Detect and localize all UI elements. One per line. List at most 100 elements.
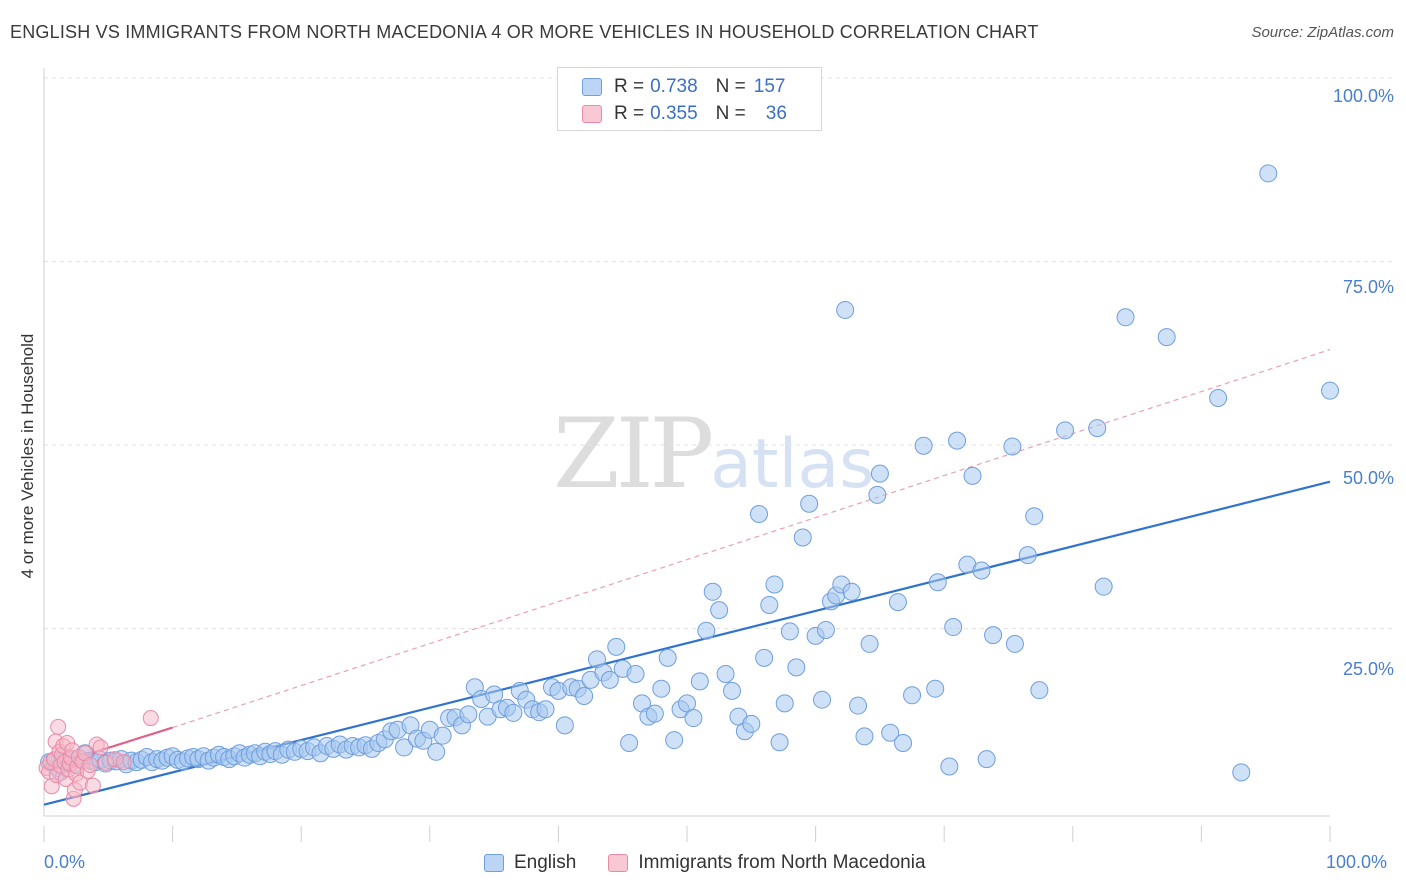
english-point (427, 742, 446, 761)
macedonia-r-value: 0.355 (650, 103, 698, 124)
english-point (842, 582, 861, 601)
english-points (40, 164, 1339, 782)
english-point (928, 573, 947, 592)
macedonia-point (92, 739, 109, 756)
english-point (395, 738, 414, 757)
trend-lines (43, 349, 1331, 806)
english-point (881, 723, 900, 742)
english-point (836, 300, 855, 319)
legend-item-english: English (484, 852, 576, 874)
macedonia-r-label: R = (614, 103, 645, 124)
english-point (710, 601, 729, 620)
english-point (750, 504, 769, 523)
english-point (860, 634, 879, 653)
english-point (684, 709, 703, 728)
english-point (665, 731, 684, 750)
english-point (816, 620, 835, 639)
legend-macedonia-swatch (608, 854, 629, 872)
chart-title: ENGLISH VS IMMIGRANTS FROM NORTH MACEDON… (10, 22, 1039, 42)
english-point (742, 714, 761, 733)
english-point (849, 696, 868, 715)
english-swatch (582, 78, 602, 96)
english-point (870, 464, 889, 483)
english-point (948, 431, 967, 450)
english-point (800, 494, 819, 513)
english-point (855, 727, 874, 746)
english-r-value: 0.738 (650, 76, 698, 97)
english-point (770, 733, 789, 752)
english-n-label: N = (715, 76, 746, 97)
english-point (963, 466, 982, 485)
english-point (645, 704, 664, 723)
english-point (765, 575, 784, 594)
y-tick-75: 75.0% (1342, 277, 1394, 297)
english-point (1003, 437, 1022, 456)
english-point (1232, 763, 1251, 782)
legend: English Immigrants from North Macedonia (484, 852, 958, 874)
english-point (1116, 308, 1135, 327)
macedonia-n-value: 36 (765, 103, 787, 124)
y-tick-100: 100.0% (1332, 86, 1394, 106)
english-point (926, 679, 945, 698)
english-point (658, 648, 677, 667)
legend-item-macedonia: Immigrants from North Macedonia (608, 852, 926, 874)
grid (44, 77, 1392, 629)
english-point (697, 621, 716, 640)
english-point (626, 665, 645, 684)
english-point (903, 686, 922, 705)
macedonia-swatch (582, 105, 602, 123)
english-point (504, 703, 523, 722)
english-point (459, 705, 478, 724)
watermark: ZIPatlas (553, 398, 875, 510)
macedonia-point (115, 754, 132, 771)
english-r-label: R = (614, 76, 645, 97)
macedonia-point (82, 757, 99, 774)
english-point (433, 726, 452, 745)
english-point (944, 618, 963, 637)
stats-row-english: R = 0.738 N = 157 (582, 74, 785, 100)
english-point (888, 593, 907, 612)
english-point (575, 687, 594, 706)
x-tick-100: 100.0% (1326, 852, 1388, 872)
english-point (1005, 634, 1024, 653)
legend-macedonia-label: Immigrants from North Macedonia (638, 852, 926, 873)
y-axis-label: 4 or more Vehicles in Household (18, 333, 37, 579)
macedonia-point (142, 710, 159, 727)
english-point (1157, 328, 1176, 347)
english-point (1088, 419, 1107, 438)
legend-english-swatch (484, 854, 504, 872)
english-point (620, 734, 639, 753)
stats-box: R = 0.738 N = 157 R = 0.355 N = 36 (557, 67, 822, 131)
english-point (940, 757, 959, 776)
macedonia-trend-extension (172, 349, 1331, 729)
english-point (600, 670, 619, 689)
english-point (716, 665, 735, 684)
english-point (536, 700, 555, 719)
x-tick-0: 0.0% (44, 852, 86, 872)
macedonia-n-label: N = (715, 103, 746, 124)
macedonia-point (84, 777, 101, 794)
english-point (1094, 577, 1113, 596)
english-point (1209, 389, 1228, 408)
y-tick-25: 25.0% (1342, 659, 1394, 679)
english-point (1259, 164, 1278, 183)
english-point (760, 596, 779, 615)
axes (43, 68, 1331, 842)
english-point (813, 690, 832, 709)
english-point (1056, 421, 1075, 440)
english-point (723, 681, 742, 700)
english-point (1030, 681, 1049, 700)
english-point (1025, 507, 1044, 526)
english-point (775, 694, 794, 713)
watermark-atlas: atlas (710, 425, 875, 504)
english-point (652, 679, 671, 698)
english-n-value: 157 (753, 76, 786, 97)
english-point (1018, 546, 1037, 565)
english-point (972, 561, 991, 580)
english-point (868, 485, 887, 504)
stats-row-macedonia: R = 0.355 N = 36 (582, 101, 787, 127)
english-point (607, 637, 626, 656)
english-point (787, 658, 806, 677)
macedonia-point (50, 718, 67, 735)
